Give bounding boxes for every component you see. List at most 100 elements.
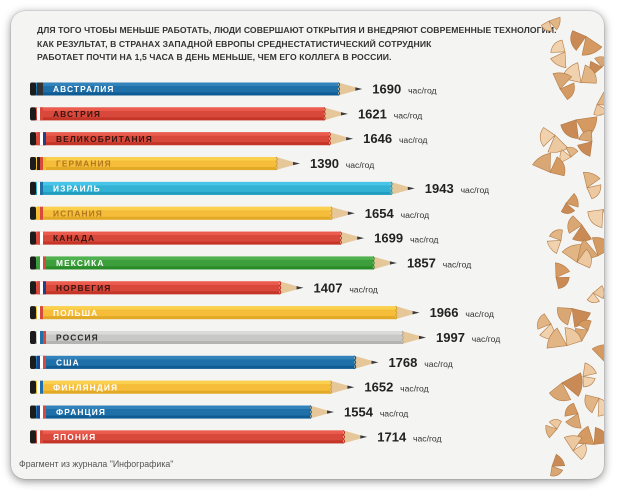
- pencil-end-cap: [30, 355, 36, 369]
- shaving-petal: [577, 319, 592, 331]
- country-label: США: [56, 357, 80, 367]
- shaving-petal: [549, 156, 566, 177]
- pencil-bar-chart: АВСТРАЛИЯ 1690 час/год АВСТРИЯ 1621 час/год ВЕ…: [30, 16, 604, 477]
- pencil-wood: [402, 331, 419, 344]
- pencil-shavings-decoration: [532, 16, 604, 477]
- pencil-bar: КАНАДА 1699 час/год: [30, 231, 438, 246]
- flag-stripe: [37, 355, 40, 369]
- value-label: 1699: [374, 231, 403, 246]
- shaving-petal: [549, 382, 572, 402]
- pencil-end-cap: [30, 181, 36, 195]
- pencil-wood-edge: [394, 305, 398, 320]
- pencil-highlight: [31, 355, 355, 360]
- pencil-wood-edge: [323, 106, 326, 121]
- intro-text: ДЛЯ ТОГО ЧТОБЫ МЕНЬШЕ РАБОТАТЬ, ЛЮДИ СОВ…: [37, 24, 557, 65]
- shaving-petal: [572, 224, 593, 242]
- shaving-petal: [559, 82, 575, 101]
- unit-label: час/год: [443, 259, 472, 269]
- shaving: [557, 307, 591, 328]
- shaving-petal: [563, 435, 583, 452]
- unit-label: час/год: [413, 433, 442, 443]
- shaving-petal: [561, 244, 582, 263]
- pencil-end-cap: [30, 405, 36, 419]
- country-label: НОРВЕГИЯ: [56, 283, 111, 293]
- flag-stripe: [40, 380, 43, 394]
- pencil-shadow: [31, 390, 331, 394]
- flag-stripe: [43, 281, 46, 295]
- pencil-wood: [310, 405, 328, 419]
- value-label: 1621: [358, 106, 387, 121]
- pencil-highlight: [31, 380, 331, 385]
- pencil-shadow: [31, 316, 396, 320]
- flag-stripe: [40, 331, 43, 344]
- pencil-end-cap: [30, 206, 36, 220]
- flag-stripe: [43, 355, 46, 369]
- pencil-wood-edge: [309, 405, 312, 419]
- shaving-petal: [567, 215, 583, 234]
- pencil-wood-edge: [337, 82, 341, 96]
- shaving-petal: [560, 119, 579, 139]
- flag-stripe: [37, 281, 40, 295]
- shaving: [584, 394, 604, 417]
- shaving: [593, 91, 604, 116]
- country-label: ИСПАНИЯ: [53, 208, 103, 218]
- unit-label: час/год: [465, 309, 494, 319]
- unit-label: час/год: [408, 86, 437, 96]
- country-label: ЯПОНИЯ: [53, 432, 96, 442]
- pencil-tip: [355, 87, 363, 91]
- flag-stripe: [40, 206, 43, 220]
- pencil-wood-edge: [278, 280, 282, 295]
- pencil-tip: [389, 261, 397, 265]
- shaving-petal: [565, 413, 582, 429]
- value-label: 1857: [407, 255, 436, 270]
- shaving-petal: [580, 64, 597, 84]
- shaving-petal: [545, 424, 558, 439]
- pencil-tip: [360, 435, 368, 439]
- shaving-petal: [582, 172, 601, 189]
- pencil-wood-edge: [329, 380, 333, 395]
- pencil-shadow: [31, 415, 311, 419]
- pencil-wood: [279, 281, 297, 295]
- shaving-petal: [548, 16, 561, 31]
- shaving: [550, 39, 567, 69]
- unit-label: час/год: [424, 359, 453, 369]
- unit-label: час/год: [401, 210, 430, 220]
- pencil-end-cap: [30, 380, 36, 394]
- pencil-shadow: [31, 92, 339, 96]
- pencil-end-cap: [30, 281, 36, 295]
- country-label: АВСТРАЛИЯ: [53, 84, 115, 94]
- shaving-petal: [576, 248, 592, 269]
- intro-line-1: ДЛЯ ТОГО ЧТОБЫ МЕНЬШЕ РАБОТАТЬ, ЛЮДИ СОВ…: [37, 25, 557, 35]
- pencil-wood-edge: [275, 156, 278, 171]
- value-label: 1407: [314, 280, 343, 295]
- shaving-petal: [551, 453, 566, 467]
- shaving-petal: [584, 394, 600, 414]
- flag-stripe: [37, 231, 40, 245]
- pencil-highlight: [31, 405, 311, 410]
- pencil-bar: ФРАНЦИЯ 1554 час/год: [30, 405, 408, 420]
- shaving-petal: [546, 240, 562, 254]
- pencil-tip: [412, 310, 420, 315]
- pencil-wood: [276, 157, 293, 171]
- pencil-bar: ВЕЛИКОБРИТАНИЯ 1646 час/год: [30, 131, 427, 146]
- pencil-bar: АВСТРАЛИЯ 1690 час/год: [30, 82, 437, 97]
- value-label: 1646: [363, 131, 392, 146]
- shaving-petal: [539, 127, 556, 147]
- pencil-shadow: [31, 440, 344, 444]
- pencil-end-cap: [30, 331, 36, 344]
- shaving-petal: [578, 130, 593, 142]
- shaving: [540, 16, 561, 32]
- value-label: 1654: [365, 206, 395, 221]
- shaving: [550, 453, 566, 477]
- pencil-highlight: [31, 132, 330, 136]
- pencil-wood: [390, 181, 408, 195]
- pencil-shadow: [31, 341, 402, 344]
- pencil-bar: НОРВЕГИЯ 1407 час/год: [30, 280, 378, 295]
- shaving: [587, 209, 604, 230]
- pencil-wood-edge: [353, 355, 357, 370]
- country-label: АВСТРИЯ: [53, 109, 101, 119]
- flag-stripe: [37, 256, 40, 270]
- unit-label: час/год: [410, 235, 439, 245]
- shaving: [549, 372, 583, 402]
- pencil-tip: [371, 360, 379, 365]
